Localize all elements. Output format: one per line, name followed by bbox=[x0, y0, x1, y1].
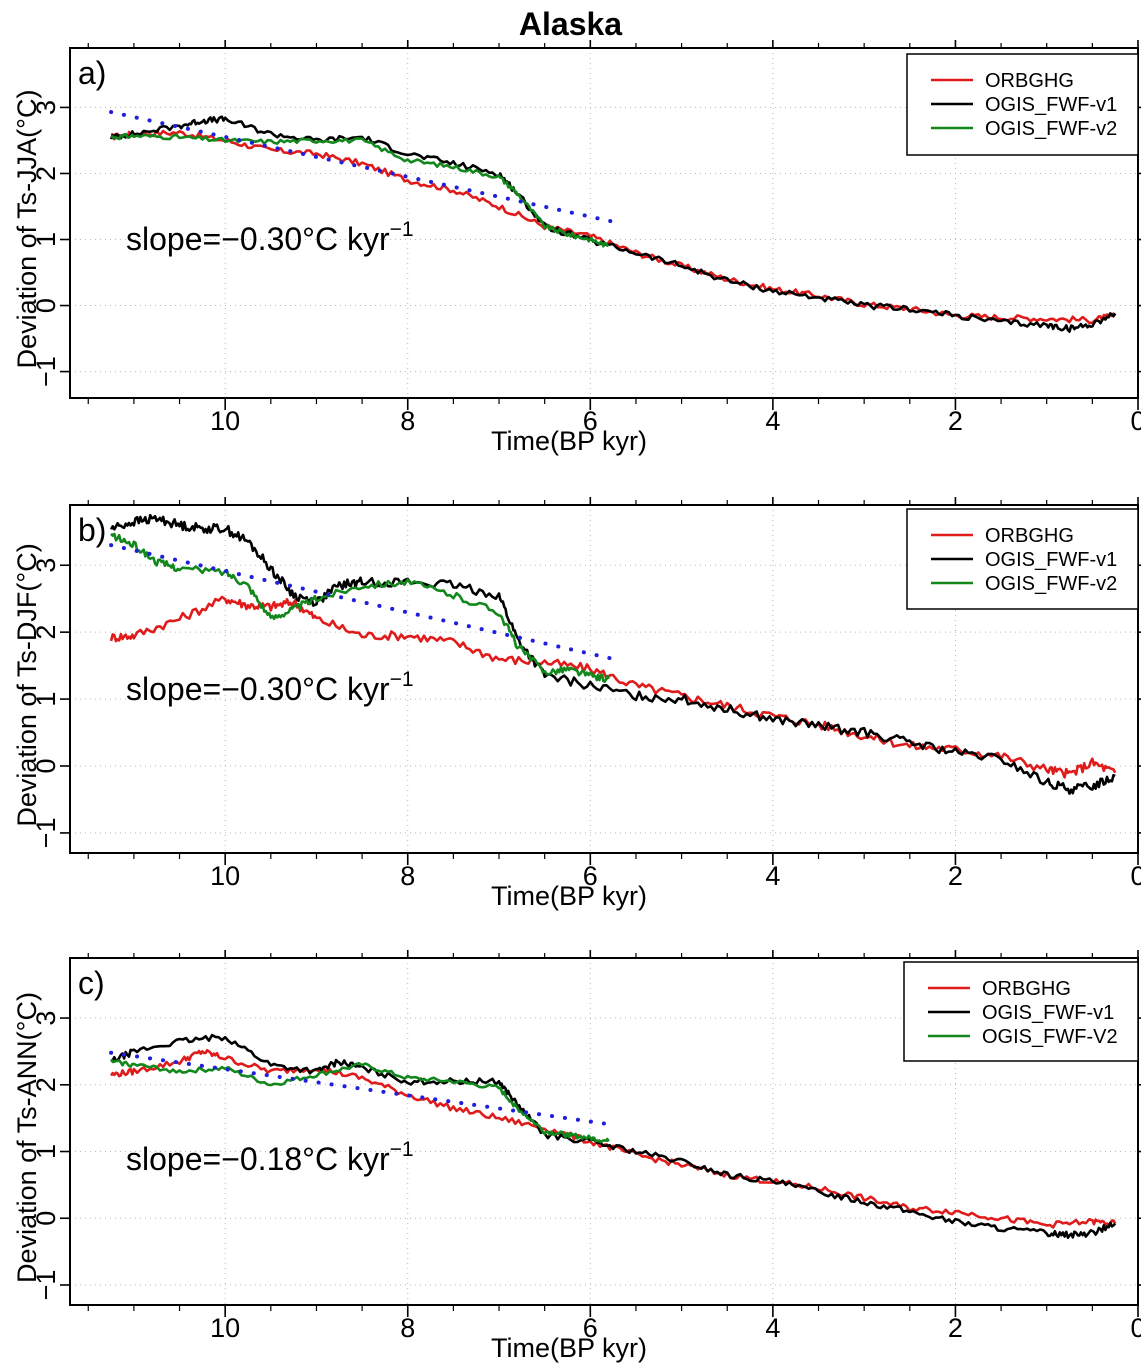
x-axis-label: Time(BP kyr) bbox=[491, 426, 647, 456]
y-tick-label: 2 bbox=[31, 1077, 61, 1092]
legend-box bbox=[906, 508, 1139, 610]
x-tick-label: 6 bbox=[583, 861, 598, 891]
x-tick-label: 6 bbox=[583, 1313, 598, 1343]
series-line-orbghg bbox=[110, 1049, 1117, 1229]
legend-entry: OGIS_FWF-v1 bbox=[985, 94, 1117, 116]
y-tick-label: −1 bbox=[31, 356, 61, 387]
y-axis-label: Deviation of Ts-JJA(°C) bbox=[12, 90, 42, 369]
x-axis-label: Time(BP kyr) bbox=[491, 881, 647, 911]
x-tick-label: 4 bbox=[765, 1313, 780, 1343]
legend-entry: OGIS_FWF-v1 bbox=[982, 1002, 1114, 1024]
trend-line bbox=[109, 1050, 616, 1127]
x-tick-label: 10 bbox=[210, 406, 240, 436]
legend-entry: OGIS_FWF-v1 bbox=[985, 549, 1117, 571]
y-axis-label: Deviation of Ts-DJF(°C) bbox=[12, 543, 42, 826]
panel-b: 10 8 6 4 2 0 −1 0 1 2 3 Time(BP kyr) Deviation of Ts… bbox=[12, 497, 1141, 911]
x-axis-label: Time(BP kyr) bbox=[491, 1333, 647, 1363]
x-tick-label: 10 bbox=[210, 1313, 240, 1343]
x-tick-label: 10 bbox=[210, 861, 240, 891]
panel-label: b) bbox=[78, 512, 106, 548]
y-tick-label: 1 bbox=[31, 1144, 61, 1159]
x-tick-label: 6 bbox=[583, 406, 598, 436]
x-tick-label: 2 bbox=[948, 861, 963, 891]
series-line-ogis_fwf-v2 bbox=[110, 532, 610, 683]
y-tick-label: 0 bbox=[31, 298, 61, 313]
x-tick-label: 0 bbox=[1130, 1313, 1141, 1343]
x-tick-label: 0 bbox=[1130, 861, 1141, 891]
panel-label: c) bbox=[78, 965, 105, 1001]
legend-entry: ORBGHG bbox=[985, 70, 1074, 92]
y-tick-label: 0 bbox=[31, 758, 61, 773]
x-tick-label: 8 bbox=[400, 861, 415, 891]
legend-entry: OGIS_FWF-v2 bbox=[985, 573, 1117, 595]
y-tick-label: 1 bbox=[31, 692, 61, 707]
plot-frame bbox=[69, 957, 1139, 1306]
x-tick-label: 0 bbox=[1130, 406, 1141, 436]
trend-line bbox=[109, 543, 616, 661]
slope-annotation: slope=−0.18°C kyr−1 bbox=[126, 1138, 414, 1177]
slope-superscript: −1 bbox=[390, 668, 414, 691]
y-tick-label: −1 bbox=[31, 818, 61, 849]
x-tick-label: 2 bbox=[948, 1313, 963, 1343]
y-tick-label: 2 bbox=[31, 625, 61, 640]
trend-line bbox=[109, 110, 616, 224]
x-tick-label: 4 bbox=[765, 406, 780, 436]
x-tick-label: 8 bbox=[400, 1313, 415, 1343]
series-line-ogis_fwf-v1 bbox=[109, 513, 1116, 795]
figure-title: Alaska bbox=[518, 6, 623, 42]
x-tick-label: 2 bbox=[948, 406, 963, 436]
y-axis-label: Deviation of Ts-ANN(°C) bbox=[12, 992, 42, 1283]
series-line-ogis_fwf-v2 bbox=[110, 1058, 610, 1144]
panel-c: 10 8 6 4 2 0 −1 0 1 2 3 Time(BP kyr) Deviation of Ts… bbox=[12, 950, 1141, 1363]
panel-label: a) bbox=[78, 55, 106, 91]
slope-annotation: slope=−0.30°C kyr−1 bbox=[126, 218, 414, 257]
legend-entry: OGIS_FWF-v2 bbox=[985, 118, 1117, 140]
panel-a: 10 8 6 4 2 0 −1 0 1 2 3 Time(BP kyr) Deviation of Ts… bbox=[12, 40, 1141, 456]
y-tick-label: −1 bbox=[31, 1270, 61, 1301]
y-tick-label: 1 bbox=[31, 232, 61, 247]
slope-annotation: slope=−0.30°C kyr−1 bbox=[126, 668, 414, 707]
y-tick-label: 3 bbox=[31, 100, 61, 115]
x-tick-label: 4 bbox=[765, 861, 780, 891]
legend-entry: OGIS_FWF-V2 bbox=[982, 1026, 1118, 1048]
series-line-ogis_fwf-v2 bbox=[110, 132, 610, 248]
legend-entry: ORBGHG bbox=[982, 978, 1071, 1000]
plot-frame bbox=[69, 47, 1139, 399]
x-tick-label: 8 bbox=[400, 406, 415, 436]
legend-entry: ORBGHG bbox=[985, 525, 1074, 547]
plot-frame bbox=[69, 504, 1139, 854]
series-line-ogis_fwf-v1 bbox=[110, 1033, 1117, 1239]
slope-superscript: −1 bbox=[390, 1138, 414, 1161]
y-tick-label: 2 bbox=[31, 166, 61, 181]
y-tick-label: 3 bbox=[31, 1011, 61, 1026]
y-tick-label: 3 bbox=[31, 558, 61, 573]
slope-superscript: −1 bbox=[390, 218, 414, 241]
y-tick-label: 0 bbox=[31, 1211, 61, 1226]
